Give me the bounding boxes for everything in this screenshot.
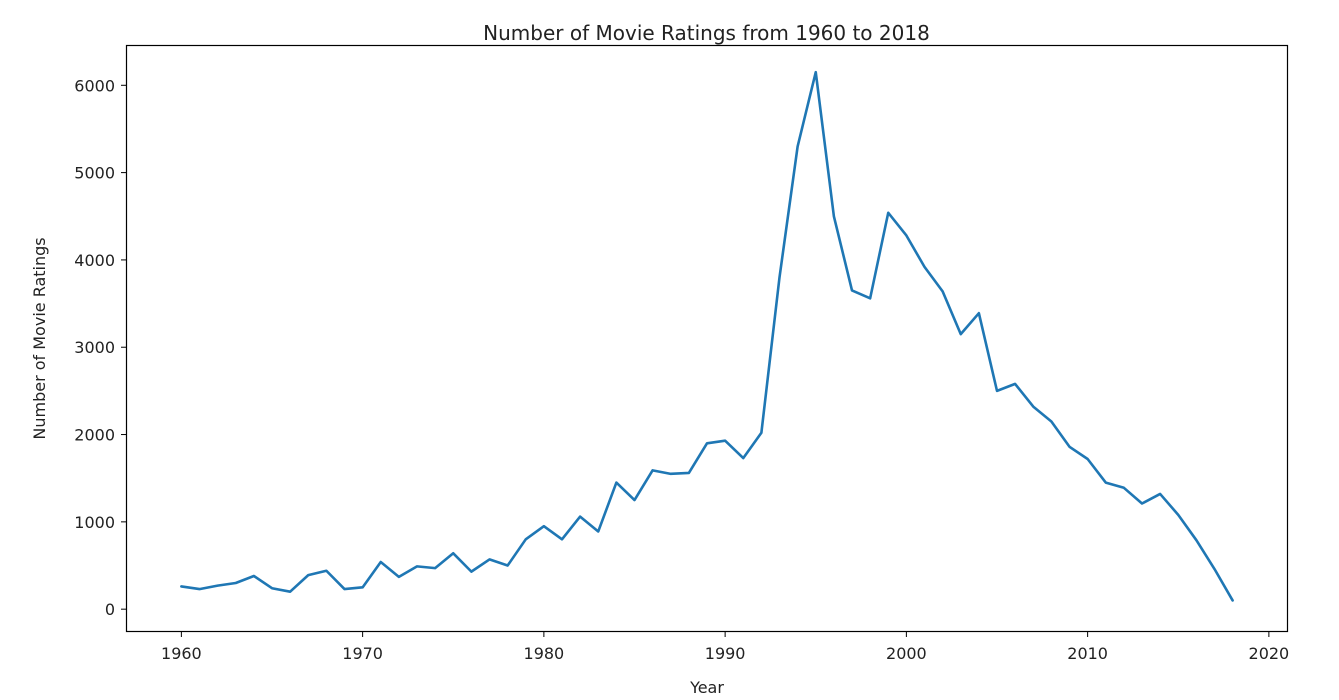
y-tick-label: 0 [105, 600, 115, 619]
x-axis: 1960 1970 1980 1990 2000 2010 2020 [161, 631, 1289, 663]
y-tick-label: 2000 [74, 426, 115, 445]
y-tick-label: 6000 [74, 76, 115, 95]
y-tick-label: 5000 [74, 164, 115, 183]
y-tick-label: 1000 [74, 513, 115, 532]
y-tick-label: 3000 [74, 338, 115, 357]
x-tick-label: 1980 [524, 644, 565, 663]
y-tick-label: 4000 [74, 251, 115, 270]
y-axis-label: Number of Movie Ratings [30, 237, 49, 439]
plot-area [125, 44, 1289, 633]
x-tick-label: 1970 [342, 644, 383, 663]
series-layer [180, 70, 1234, 602]
x-tick-label: 2020 [1249, 644, 1290, 663]
chart-title: Number of Movie Ratings from 1960 to 201… [483, 21, 930, 45]
series-line [180, 70, 1234, 602]
x-axis-label: Year [689, 678, 724, 697]
x-tick-label: 1960 [161, 644, 202, 663]
x-tick-label: 2000 [886, 644, 927, 663]
x-tick-label: 2010 [1067, 644, 1108, 663]
x-tick-label: 1990 [705, 644, 746, 663]
y-axis: 0 1000 2000 3000 4000 5000 6000 [74, 76, 127, 619]
